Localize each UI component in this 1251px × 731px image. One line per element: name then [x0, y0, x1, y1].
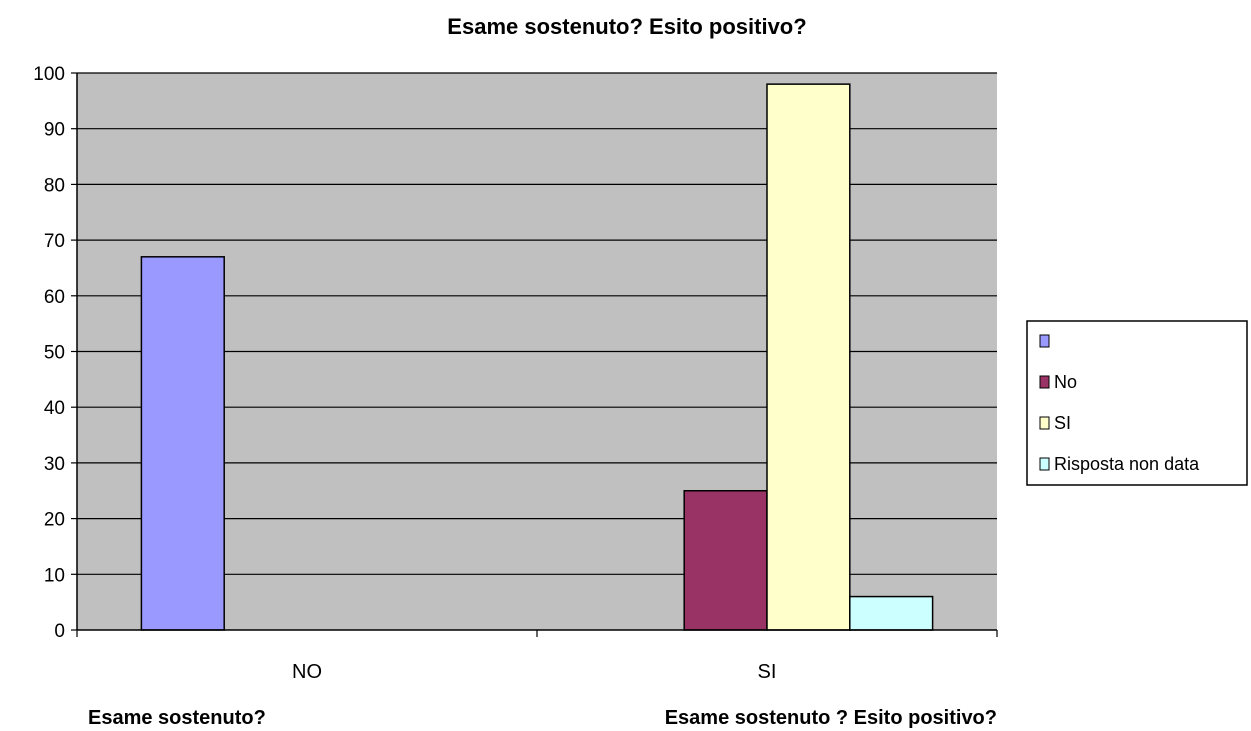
legend: No SI Risposta non data	[1026, 320, 1248, 486]
bar	[849, 595, 934, 631]
y-tick-label: 60	[44, 287, 65, 308]
y-tick-label: 80	[44, 175, 65, 196]
y-tick-label: 90	[44, 120, 65, 141]
legend-label: No	[1054, 372, 1077, 392]
x-axis-title: Esame sostenuto?	[88, 707, 266, 729]
legend-swatch	[1039, 375, 1050, 389]
y-tick-label: 70	[44, 231, 65, 252]
legend-swatch	[1039, 416, 1050, 430]
legend-swatch	[1039, 457, 1050, 471]
x-category-label: SI	[758, 661, 777, 683]
y-tick-label: 100	[33, 64, 65, 85]
bar	[683, 490, 768, 631]
y-tick-label: 30	[44, 454, 65, 475]
legend-label: Risposta non data	[1054, 454, 1200, 474]
x-category-label: NO	[292, 661, 322, 683]
x-axis-categories: NO SI	[292, 661, 776, 683]
bars	[140, 83, 934, 631]
y-tick-label: 40	[44, 398, 65, 419]
y-tick-label: 20	[44, 510, 65, 531]
bar	[140, 256, 225, 631]
y-tick-label: 10	[44, 565, 65, 586]
bar	[766, 83, 851, 631]
legend-swatch	[1039, 334, 1050, 348]
x-axis-titles: Esame sostenuto? Esame sostenuto ? Esito …	[88, 707, 997, 729]
x-axis-title: Esame sostenuto ? Esito positivo?	[665, 707, 997, 729]
legend-label: SI	[1054, 413, 1071, 433]
y-tick-label: 50	[44, 343, 65, 364]
legend-box	[1026, 320, 1248, 486]
y-axis-ticks: 0 10 20 30 40 50 60 70 80 90 100	[33, 64, 77, 642]
chart-title: Esame sostenuto? Esito positivo?	[447, 14, 806, 39]
y-tick-label: 0	[54, 621, 65, 642]
